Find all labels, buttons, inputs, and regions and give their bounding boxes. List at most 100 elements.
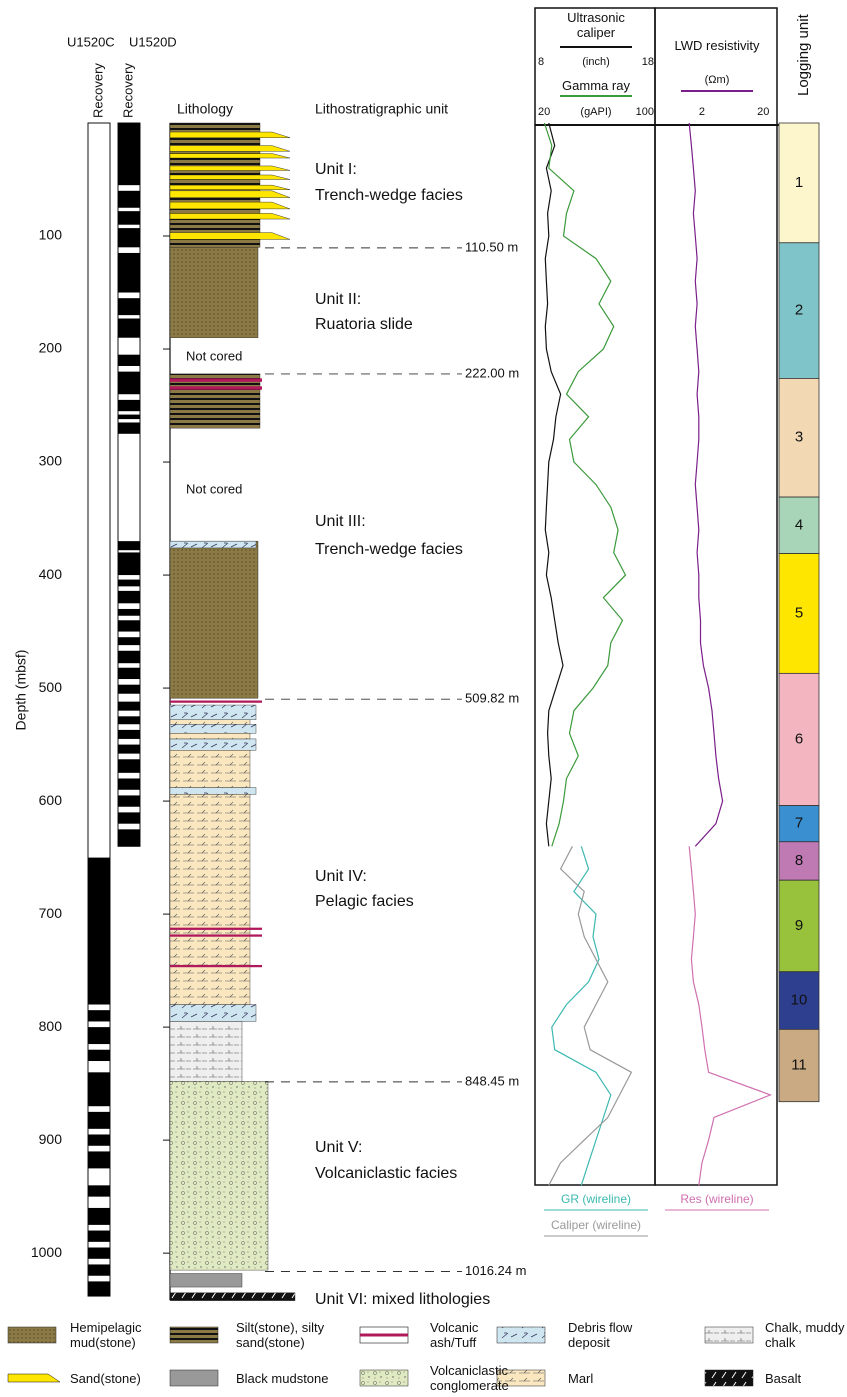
- cored-interval: [118, 319, 140, 338]
- unit-name: Unit III:: [315, 513, 366, 530]
- lithology-interval: [170, 1273, 242, 1287]
- y-tick-label: 600: [39, 792, 63, 808]
- lithology-interval: [170, 185, 290, 190]
- lithology-interval: [170, 720, 250, 725]
- legend-swatch: [8, 1374, 60, 1382]
- lithology-title: Lithology: [177, 101, 233, 117]
- x-tick-label: 20: [538, 106, 550, 118]
- not-cored: Not cored: [186, 348, 242, 363]
- unit-facies: Pelagic facies: [315, 893, 414, 910]
- boundary-label: 1016.24 m: [465, 1263, 526, 1278]
- unit-facies: Trench-wedge facies: [315, 541, 463, 558]
- track-frame: [535, 8, 655, 1185]
- cored-interval: [88, 1264, 110, 1275]
- x-tick-label: 18: [642, 56, 654, 68]
- cored-interval: [118, 422, 140, 433]
- cored-interval: [118, 730, 140, 739]
- log-curve: [552, 846, 611, 1185]
- legend-swatch: [705, 1327, 753, 1343]
- lithology-interval: [170, 213, 290, 219]
- track-frame: [655, 8, 777, 1185]
- cored-interval: [88, 1050, 110, 1061]
- logging-unit-label: 3: [795, 429, 803, 446]
- boundary-label: 848.45 m: [465, 1073, 519, 1088]
- unit-facies: Volcaniclastic facies: [315, 1165, 457, 1182]
- logging-unit-label: 2: [795, 302, 803, 319]
- boundary-label: 222.00 m: [465, 365, 519, 380]
- cored-interval: [118, 228, 140, 247]
- lithology-interval: [170, 175, 290, 180]
- cored-interval: [88, 1027, 110, 1044]
- lithology-interval: [170, 739, 256, 750]
- cored-interval: [118, 637, 140, 645]
- lithology-interval: [170, 750, 250, 787]
- cored-interval: [118, 651, 140, 663]
- unit-facies: Ruatoria slide: [315, 316, 413, 333]
- logging-unit-label: 8: [795, 852, 803, 869]
- lithology-interval: [170, 788, 256, 795]
- recovery-label: Recovery: [120, 63, 135, 118]
- logging-unit-label: 9: [795, 917, 803, 934]
- cored-interval: [118, 609, 140, 616]
- cored-interval: [88, 1185, 110, 1196]
- log-curve: [544, 123, 625, 846]
- cored-interval: [118, 123, 140, 185]
- unit-facies: Trench-wedge facies: [315, 187, 463, 204]
- legend-label: Debris flow deposit: [568, 1320, 660, 1350]
- hole-name: U1520D: [129, 34, 177, 49]
- cored-interval: [118, 415, 140, 420]
- curve-unit: (Ωm): [705, 74, 730, 86]
- unit-title: Lithostratigraphic unit: [315, 101, 448, 117]
- unit-name: Unit V:: [315, 1139, 362, 1156]
- legend-label: Volcanic ash/Tuff: [430, 1320, 522, 1350]
- lithology-interval: [170, 705, 256, 720]
- boundary-label: 110.50 m: [465, 239, 518, 254]
- lithology-interval: [170, 191, 290, 198]
- cored-interval: [118, 355, 140, 366]
- legend-label: Sand(stone): [70, 1363, 162, 1393]
- cored-interval: [88, 1112, 110, 1129]
- figure: Depth (mbsf) Lithology Lithostratigraphi…: [0, 0, 847, 1397]
- y-tick-label: 900: [39, 1131, 63, 1147]
- curve-unit: (gAPI): [580, 106, 611, 118]
- logging-unit-label: 10: [791, 992, 808, 1009]
- log-curve: [689, 846, 770, 1185]
- unit-name: Unit IV:: [315, 868, 367, 885]
- cored-interval: [118, 541, 140, 550]
- cored-interval: [88, 1208, 110, 1225]
- cored-interval: [118, 795, 140, 806]
- lithology-interval: [170, 132, 290, 138]
- unit-name: Unit VI: mixed lithologies: [315, 1291, 490, 1308]
- curve-name: LWD resistivity: [657, 38, 777, 53]
- cored-interval: [118, 620, 140, 631]
- lithology-interval: [170, 154, 290, 159]
- legend-swatch: [8, 1327, 56, 1343]
- legend-swatch: [705, 1370, 753, 1386]
- lithology-interval: [170, 541, 258, 698]
- y-tick-label: 300: [39, 453, 63, 469]
- curve-unit: (inch): [582, 56, 610, 68]
- cored-interval: [118, 191, 140, 208]
- y-tick-label: 800: [39, 1018, 63, 1034]
- cored-interval: [118, 298, 140, 315]
- unit-name: Unit II:: [315, 291, 361, 308]
- lithology-interval: [170, 1005, 256, 1022]
- legend-label: Silt(stone), silty sand(stone): [236, 1320, 351, 1350]
- logging-unit-label: 6: [795, 730, 803, 747]
- cored-interval: [118, 745, 140, 754]
- unit-name: Unit I:: [315, 161, 357, 178]
- lithology-interval: [170, 247, 258, 337]
- lithology-interval: [170, 374, 260, 428]
- logging-unit-label: 7: [795, 815, 803, 832]
- y-tick-label: 1000: [31, 1244, 62, 1260]
- cored-interval: [118, 211, 140, 225]
- cored-interval: [118, 580, 140, 587]
- legend-label: Hemipelagic mud(stone): [70, 1320, 162, 1350]
- well-log-chart: Depth (mbsf) Lithology Lithostratigraphi…: [0, 0, 847, 1397]
- curve-name: Ultrasonic caliper: [537, 10, 655, 40]
- curve-name: Gamma ray: [537, 78, 655, 93]
- logging-unit-label: 5: [795, 604, 803, 621]
- logging-unit-title: Logging unit: [795, 13, 812, 96]
- lithology-interval: [170, 794, 250, 1004]
- curve-name: Res (wireline): [680, 1192, 753, 1206]
